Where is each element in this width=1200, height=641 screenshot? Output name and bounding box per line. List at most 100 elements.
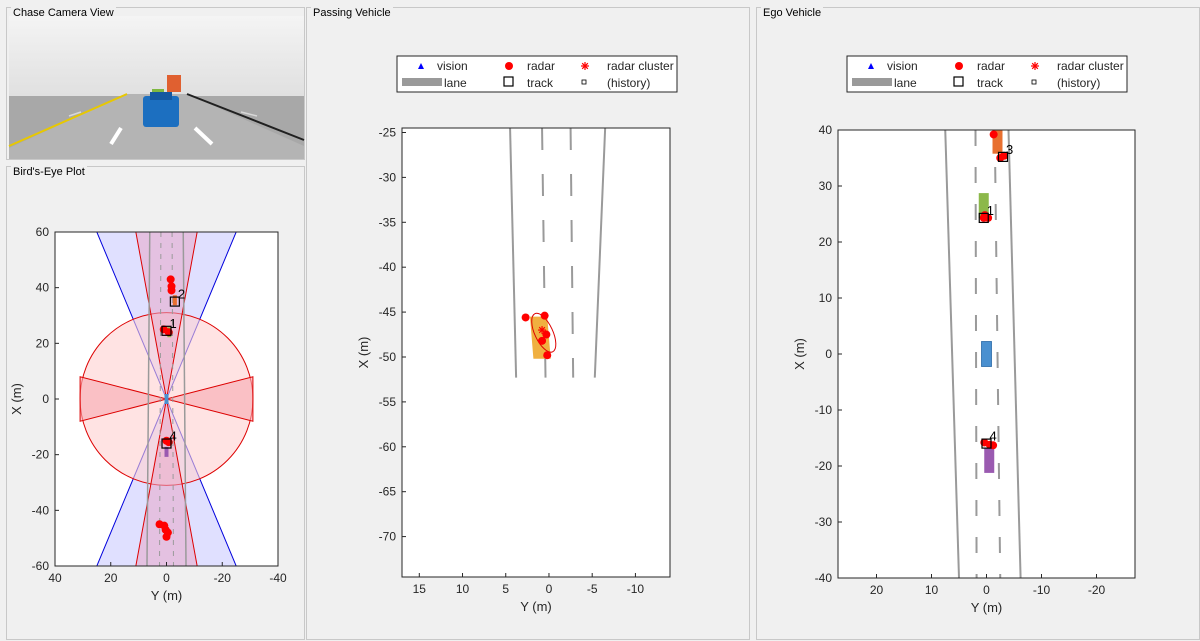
y-tick-label: 0: [825, 347, 832, 361]
track-id-label: 1: [170, 316, 177, 331]
y-tick-label: -30: [815, 515, 833, 529]
radar-detection: [521, 313, 530, 322]
legend-history-icon: [1031, 79, 1037, 85]
x-tick-label: 20: [104, 571, 118, 585]
lane-dashed: [993, 130, 1002, 578]
y-tick-label: -10: [815, 403, 833, 417]
vehicle-ego_car: [164, 394, 169, 404]
passing-vehicle-plot: vision radar radar cluster lane track (histor…: [356, 55, 678, 614]
vehicle-car2: [992, 130, 1003, 154]
y-tick-label: -40: [815, 571, 833, 585]
passing-vehicle-panel: Passing Vehicle vision radar radar cluster…: [306, 7, 750, 640]
ego-vehicle-panel: Ego Vehicle vision radar radar cluster lane…: [756, 7, 1200, 640]
y-tick-label: 40: [36, 281, 50, 295]
y-tick-label: 30: [819, 179, 833, 193]
x-axis-label: Y (m): [520, 599, 552, 614]
x-tick-label: -10: [1033, 583, 1051, 597]
y-axis-label: X (m): [356, 337, 371, 369]
coverage-layer: 21 4: [79, 232, 254, 566]
y-tick-label: -55: [379, 395, 397, 409]
radar-detection: [538, 336, 547, 345]
y-tick-label: -60: [32, 559, 50, 573]
x-axis-label: Y (m): [151, 588, 183, 603]
legend-radar-label: radar: [977, 59, 1005, 73]
scene-layer: 3 1 4: [944, 130, 1022, 578]
y-tick-label: -25: [379, 125, 397, 139]
lane-boundary: [182, 232, 187, 566]
birdseye-title: Bird's-Eye Plot: [11, 166, 87, 178]
x-tick-label: 10: [925, 583, 939, 597]
x-tick-label: -40: [269, 571, 287, 585]
radar-detection: [167, 286, 176, 295]
y-tick-label: -60: [379, 440, 397, 454]
vehicle-car3: [164, 446, 169, 457]
legend-history-icon: [581, 79, 587, 85]
sky: [9, 16, 304, 96]
radar-detection: [540, 311, 549, 320]
lane-boundary: [509, 128, 518, 378]
axes-box: [401, 127, 671, 578]
track-marker: [978, 212, 989, 224]
y-tick-label: -65: [379, 485, 397, 499]
y-tick-label: 20: [36, 336, 50, 350]
ego-vehicle-plot: vision radar radar cluster lane track (histor…: [792, 55, 1136, 615]
x-tick-label: 5: [502, 582, 509, 596]
y-axis-label: X (m): [9, 383, 24, 415]
y-tick-label: -50: [379, 350, 397, 364]
x-tick-label: 0: [983, 583, 990, 597]
legend-radar-cluster-label: radar cluster: [1057, 59, 1124, 73]
vehicle-car3: [984, 447, 995, 473]
radar-side-right: [166, 376, 254, 422]
radar-detection: [162, 532, 171, 541]
y-tick-label: -20: [815, 459, 833, 473]
radar-long-range-front: [135, 232, 198, 400]
lane-boundary: [1007, 130, 1022, 578]
y-tick-label: -20: [32, 448, 50, 462]
track-marker: [161, 438, 172, 449]
legend-lane-icon: [852, 78, 892, 86]
vehicle-ego_car: [981, 341, 992, 367]
y-tick-label: 20: [819, 235, 833, 249]
radar-side-left: [79, 376, 167, 422]
chase-camera-panel: Chase Camera View: [6, 7, 305, 160]
lane-dash-right: [193, 126, 214, 146]
radar-detection: [989, 130, 998, 139]
x-axis-label: Y (m): [971, 600, 1003, 615]
radar-cluster-marker: [538, 326, 547, 335]
x-tick-label: 10: [456, 582, 470, 596]
track-id-label: 1: [987, 203, 994, 218]
track-id-label: 4: [990, 429, 997, 444]
radar-detection: [543, 351, 552, 360]
lane-boundary: [944, 130, 960, 578]
y-tick-label: 0: [42, 392, 49, 406]
radar-detection: [166, 275, 175, 284]
legend-history-label: (history): [607, 76, 650, 90]
y-tick-label: -35: [379, 215, 397, 229]
cluster-ellipse: [531, 312, 557, 353]
x-tick-label: -20: [1088, 583, 1106, 597]
track-marker: [161, 325, 172, 336]
legend-track-label: track: [977, 76, 1004, 90]
y-tick-label: 60: [36, 225, 50, 239]
legend-radar-icon: [505, 62, 513, 70]
x-tick-label: -10: [627, 582, 645, 596]
track-marker: [997, 151, 1009, 162]
ego-car-chase: [143, 96, 179, 127]
track-marker: [169, 296, 180, 307]
radar-cluster-marker: [581, 62, 589, 70]
birdseye-panel: Bird's-Eye Plot 2 1 4 40 20 0 -20 -40 60 40 20 0 -20…: [6, 166, 305, 640]
legend-box: [846, 55, 1128, 93]
legend-vision-label: vision: [437, 59, 468, 73]
lane-boundary: [593, 128, 607, 378]
track-id-label: 3: [1006, 142, 1013, 157]
legend-vision-label: vision: [887, 59, 918, 73]
y-tick-label: 10: [819, 291, 833, 305]
legend-lane-label: lane: [444, 76, 467, 90]
lead-car-orange: [167, 75, 181, 92]
legend-lane-icon: [402, 78, 442, 86]
x-tick-label: 0: [163, 571, 170, 585]
passing-vehicle-title: Passing Vehicle: [311, 7, 393, 19]
legend-history-label: (history): [1057, 76, 1100, 90]
x-tick-label: 0: [546, 582, 553, 596]
chase-camera-view: [8, 16, 305, 159]
